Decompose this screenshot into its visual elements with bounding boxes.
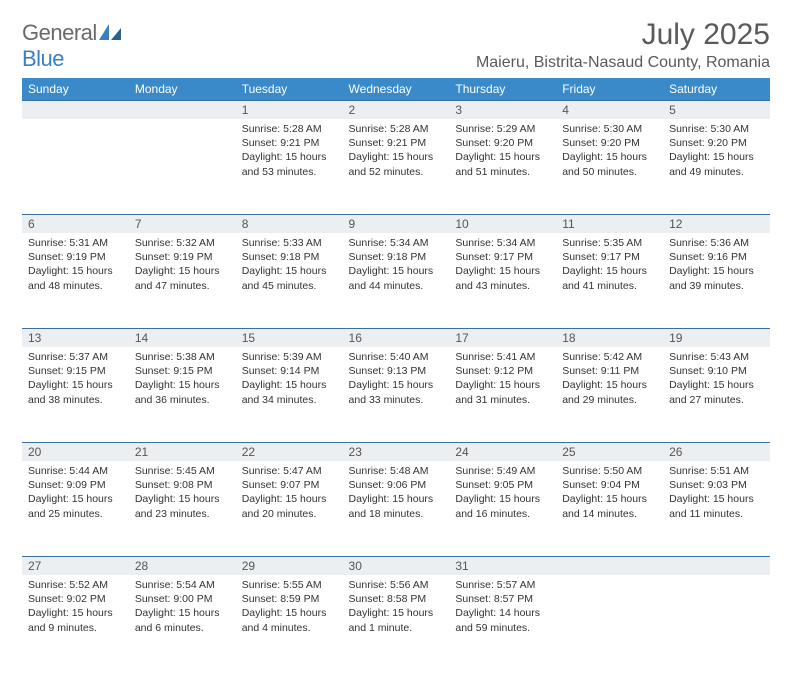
day-body-cell: Sunrise: 5:51 AMSunset: 9:03 PMDaylight:… — [663, 461, 770, 557]
logo-text-general: General — [22, 20, 97, 45]
day-body-row: Sunrise: 5:44 AMSunset: 9:09 PMDaylight:… — [22, 461, 770, 557]
weekday-header: Sunday — [22, 78, 129, 101]
day-body-cell: Sunrise: 5:45 AMSunset: 9:08 PMDaylight:… — [129, 461, 236, 557]
day-body-cell: Sunrise: 5:54 AMSunset: 9:00 PMDaylight:… — [129, 575, 236, 670]
day-number-cell: 31 — [449, 557, 556, 576]
day-body-cell: Sunrise: 5:48 AMSunset: 9:06 PMDaylight:… — [343, 461, 450, 557]
weekday-header: Thursday — [449, 78, 556, 101]
day-body-cell — [129, 119, 236, 215]
weekday-header: Tuesday — [236, 78, 343, 101]
day-body-cell: Sunrise: 5:36 AMSunset: 9:16 PMDaylight:… — [663, 233, 770, 329]
day-number-cell: 14 — [129, 329, 236, 348]
calendar-page: General Blue July 2025 Maieru, Bistrita-… — [0, 0, 792, 688]
day-number-cell: 8 — [236, 215, 343, 234]
day-body-cell: Sunrise: 5:56 AMSunset: 8:58 PMDaylight:… — [343, 575, 450, 670]
day-number-cell: 21 — [129, 443, 236, 462]
day-body-cell: Sunrise: 5:52 AMSunset: 9:02 PMDaylight:… — [22, 575, 129, 670]
logo-sail-icon — [99, 20, 121, 46]
day-number-cell: 25 — [556, 443, 663, 462]
day-body-cell: Sunrise: 5:44 AMSunset: 9:09 PMDaylight:… — [22, 461, 129, 557]
day-number-cell: 23 — [343, 443, 450, 462]
day-body-cell: Sunrise: 5:38 AMSunset: 9:15 PMDaylight:… — [129, 347, 236, 443]
day-body-cell: Sunrise: 5:33 AMSunset: 9:18 PMDaylight:… — [236, 233, 343, 329]
day-number-row: 20212223242526 — [22, 443, 770, 462]
day-body-cell: Sunrise: 5:32 AMSunset: 9:19 PMDaylight:… — [129, 233, 236, 329]
day-number-cell: 1 — [236, 101, 343, 120]
day-number-cell: 10 — [449, 215, 556, 234]
day-number-cell: 18 — [556, 329, 663, 348]
day-body-cell: Sunrise: 5:39 AMSunset: 9:14 PMDaylight:… — [236, 347, 343, 443]
day-body-cell — [22, 119, 129, 215]
day-number-cell: 16 — [343, 329, 450, 348]
day-body-cell: Sunrise: 5:55 AMSunset: 8:59 PMDaylight:… — [236, 575, 343, 670]
month-title: July 2025 — [476, 18, 770, 52]
day-number-cell: 17 — [449, 329, 556, 348]
day-number-cell: 13 — [22, 329, 129, 348]
day-number-cell: 19 — [663, 329, 770, 348]
day-body-cell: Sunrise: 5:47 AMSunset: 9:07 PMDaylight:… — [236, 461, 343, 557]
day-number-cell: 6 — [22, 215, 129, 234]
day-body-cell: Sunrise: 5:34 AMSunset: 9:17 PMDaylight:… — [449, 233, 556, 329]
day-body-cell — [663, 575, 770, 670]
day-body-cell: Sunrise: 5:35 AMSunset: 9:17 PMDaylight:… — [556, 233, 663, 329]
day-body-cell: Sunrise: 5:34 AMSunset: 9:18 PMDaylight:… — [343, 233, 450, 329]
day-number-cell: 3 — [449, 101, 556, 120]
day-body-row: Sunrise: 5:37 AMSunset: 9:15 PMDaylight:… — [22, 347, 770, 443]
day-number-row: 6789101112 — [22, 215, 770, 234]
day-number-cell: 4 — [556, 101, 663, 120]
location-subtitle: Maieru, Bistrita-Nasaud County, Romania — [476, 54, 770, 72]
weekday-header: Wednesday — [343, 78, 450, 101]
day-number-cell: 26 — [663, 443, 770, 462]
logo: General Blue — [22, 20, 121, 72]
day-number-cell: 24 — [449, 443, 556, 462]
calendar-table: Sunday Monday Tuesday Wednesday Thursday… — [22, 78, 770, 670]
day-number-cell — [663, 557, 770, 576]
day-number-cell: 30 — [343, 557, 450, 576]
day-number-cell: 12 — [663, 215, 770, 234]
day-body-cell: Sunrise: 5:31 AMSunset: 9:19 PMDaylight:… — [22, 233, 129, 329]
day-body-cell — [556, 575, 663, 670]
day-number-cell — [22, 101, 129, 120]
day-body-row: Sunrise: 5:28 AMSunset: 9:21 PMDaylight:… — [22, 119, 770, 215]
day-body-row: Sunrise: 5:31 AMSunset: 9:19 PMDaylight:… — [22, 233, 770, 329]
day-number-row: 13141516171819 — [22, 329, 770, 348]
day-number-cell: 22 — [236, 443, 343, 462]
day-body-cell: Sunrise: 5:57 AMSunset: 8:57 PMDaylight:… — [449, 575, 556, 670]
day-number-cell — [129, 101, 236, 120]
day-body-cell: Sunrise: 5:29 AMSunset: 9:20 PMDaylight:… — [449, 119, 556, 215]
day-number-row: 12345 — [22, 101, 770, 120]
title-block: July 2025 Maieru, Bistrita-Nasaud County… — [476, 18, 770, 72]
day-body-row: Sunrise: 5:52 AMSunset: 9:02 PMDaylight:… — [22, 575, 770, 670]
header: General Blue July 2025 Maieru, Bistrita-… — [22, 18, 770, 72]
day-body-cell: Sunrise: 5:41 AMSunset: 9:12 PMDaylight:… — [449, 347, 556, 443]
day-number-cell: 20 — [22, 443, 129, 462]
day-number-row: 2728293031 — [22, 557, 770, 576]
day-number-cell: 27 — [22, 557, 129, 576]
day-body-cell: Sunrise: 5:28 AMSunset: 9:21 PMDaylight:… — [343, 119, 450, 215]
weekday-header: Saturday — [663, 78, 770, 101]
logo-text-blue: Blue — [22, 46, 64, 71]
day-body-cell: Sunrise: 5:30 AMSunset: 9:20 PMDaylight:… — [556, 119, 663, 215]
weekday-header-row: Sunday Monday Tuesday Wednesday Thursday… — [22, 78, 770, 101]
day-body-cell: Sunrise: 5:43 AMSunset: 9:10 PMDaylight:… — [663, 347, 770, 443]
day-body-cell: Sunrise: 5:37 AMSunset: 9:15 PMDaylight:… — [22, 347, 129, 443]
day-number-cell — [556, 557, 663, 576]
day-number-cell: 28 — [129, 557, 236, 576]
day-number-cell: 7 — [129, 215, 236, 234]
day-body-cell: Sunrise: 5:28 AMSunset: 9:21 PMDaylight:… — [236, 119, 343, 215]
day-body-cell: Sunrise: 5:30 AMSunset: 9:20 PMDaylight:… — [663, 119, 770, 215]
day-number-cell: 2 — [343, 101, 450, 120]
day-number-cell: 11 — [556, 215, 663, 234]
weekday-header: Monday — [129, 78, 236, 101]
day-body-cell: Sunrise: 5:40 AMSunset: 9:13 PMDaylight:… — [343, 347, 450, 443]
weekday-header: Friday — [556, 78, 663, 101]
day-number-cell: 9 — [343, 215, 450, 234]
day-number-cell: 15 — [236, 329, 343, 348]
day-number-cell: 5 — [663, 101, 770, 120]
day-body-cell: Sunrise: 5:49 AMSunset: 9:05 PMDaylight:… — [449, 461, 556, 557]
day-body-cell: Sunrise: 5:50 AMSunset: 9:04 PMDaylight:… — [556, 461, 663, 557]
day-body-cell: Sunrise: 5:42 AMSunset: 9:11 PMDaylight:… — [556, 347, 663, 443]
day-number-cell: 29 — [236, 557, 343, 576]
